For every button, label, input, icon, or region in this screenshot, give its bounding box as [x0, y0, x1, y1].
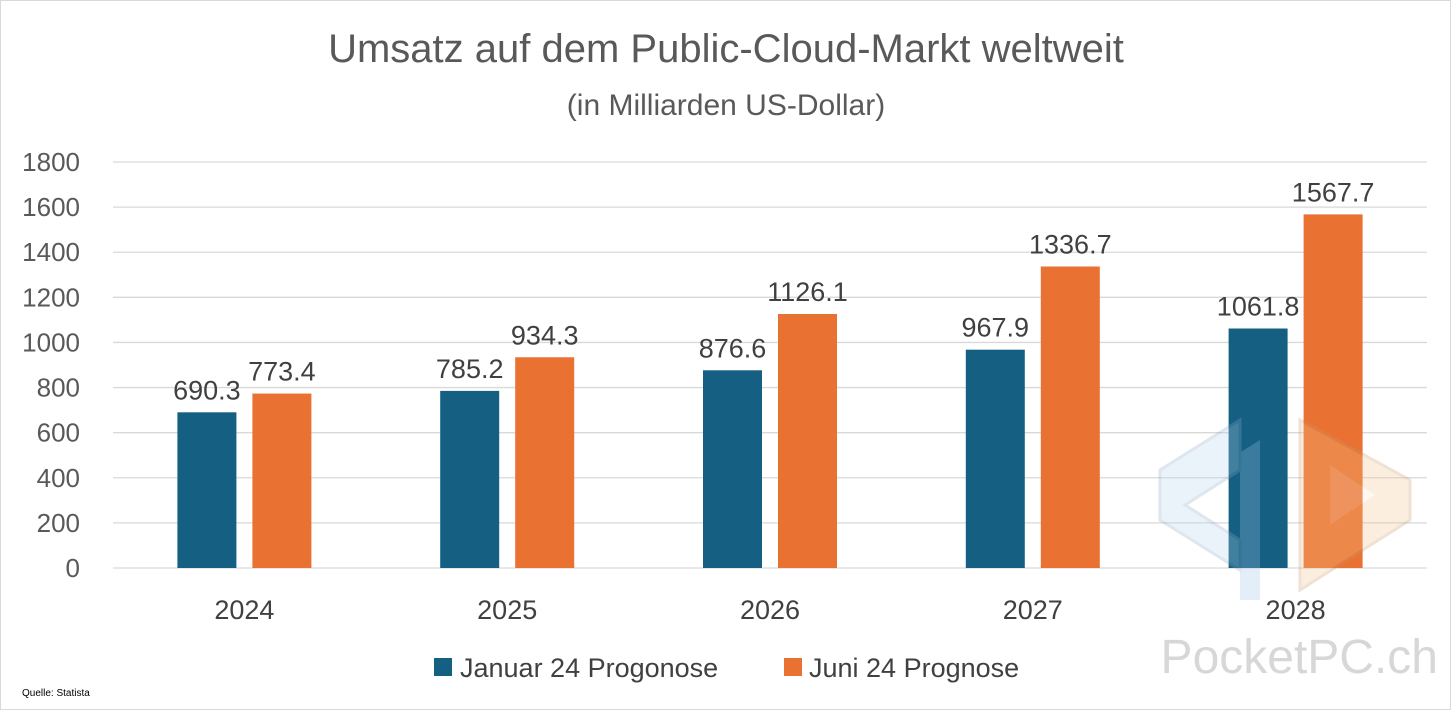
gridlines — [113, 161, 1427, 569]
bar-juni-2025 — [515, 357, 575, 568]
data-label: 967.9 — [962, 313, 1030, 343]
y-tick-label: 400 — [37, 463, 80, 493]
data-label: 785.2 — [436, 354, 504, 384]
bar-juni-2026 — [778, 314, 837, 568]
chart-subtitle: (in Milliarden US-Dollar) — [567, 89, 885, 122]
bar-januar-2028 — [1228, 328, 1288, 568]
y-tick-label: 1200 — [22, 282, 80, 312]
data-label: 1336.7 — [1029, 229, 1112, 259]
bar-januar-2026 — [703, 370, 762, 568]
y-tick-label: 1600 — [22, 192, 80, 222]
y-axis-ticks: 0 200 400 600 800 1000 1200 1400 1600 1800 — [22, 147, 80, 583]
bar-juni-2028 — [1303, 214, 1363, 569]
data-label: 934.3 — [511, 320, 579, 350]
x-tick-label: 2028 — [1266, 595, 1326, 625]
y-tick-label: 1800 — [22, 147, 80, 177]
legend-label-januar: Januar 24 Progonose — [460, 653, 718, 683]
bar-januar-2024 — [177, 412, 237, 568]
bar-januar-2025 — [440, 390, 500, 568]
data-label: 1567.7 — [1292, 177, 1375, 207]
legend: Januar 24 Progonose Juni 24 Prognose — [434, 653, 1019, 683]
y-tick-label: 1000 — [22, 327, 80, 357]
y-tick-label: 1400 — [22, 237, 80, 267]
x-tick-label: 2024 — [214, 595, 274, 625]
data-label: 773.4 — [248, 357, 316, 387]
legend-label-juni: Juni 24 Prognose — [809, 653, 1019, 683]
bars — [177, 214, 1363, 569]
source-note: Quelle: Statista — [22, 688, 90, 699]
legend-swatch-juni — [784, 658, 802, 676]
bar-januar-2027 — [965, 349, 1025, 568]
y-tick-label: 600 — [37, 418, 80, 448]
bar-juni-2027 — [1040, 266, 1100, 568]
data-label: 876.6 — [699, 333, 767, 363]
data-label: 1126.1 — [767, 277, 848, 307]
x-tick-label: 2025 — [477, 595, 537, 625]
watermark-text: PocketPC.ch — [1161, 631, 1438, 684]
y-tick-label: 200 — [37, 508, 80, 538]
x-tick-label: 2027 — [1003, 595, 1063, 625]
x-tick-label: 2026 — [740, 595, 800, 625]
data-label: 690.3 — [173, 375, 241, 405]
x-axis-categories: 2024 2025 2026 2027 2028 — [214, 595, 1325, 625]
bar-juni-2024 — [252, 393, 312, 568]
pocketpc-logo-icon — [1158, 417, 1412, 600]
y-tick-label: 0 — [66, 553, 80, 583]
data-label: 1061.8 — [1217, 292, 1300, 322]
y-tick-label: 800 — [37, 373, 80, 403]
legend-swatch-januar — [434, 658, 452, 676]
chart-title: Umsatz auf dem Public-Cloud-Markt weltwe… — [328, 27, 1124, 71]
